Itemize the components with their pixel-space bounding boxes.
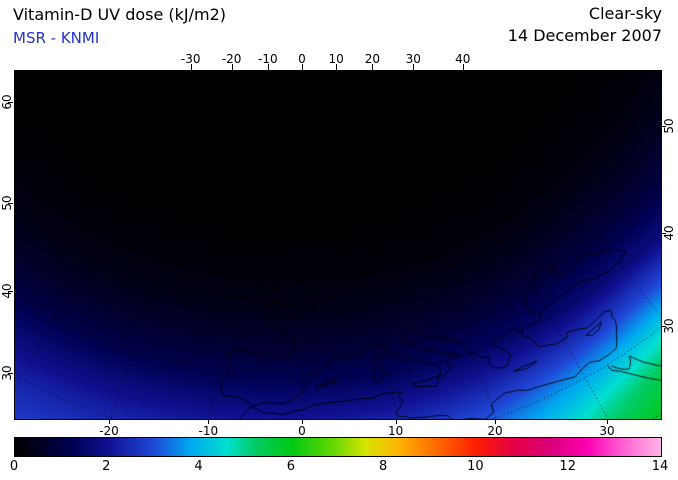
lon-tick-mark-bottom xyxy=(302,419,303,424)
lon-tick-label-bottom: 30 xyxy=(599,424,615,438)
colorbar-tick-label: 12 xyxy=(559,459,576,474)
figure-title: Vitamin-D UV dose (kJ/m2) xyxy=(13,5,227,24)
lon-tick-mark-top xyxy=(231,64,233,70)
lat-tick-mark-right xyxy=(661,326,666,328)
lon-tick-mark-bottom xyxy=(109,419,111,424)
lat-tick-mark-left xyxy=(8,290,13,292)
colorbar-tick-label: 10 xyxy=(467,459,484,474)
lon-tick-mark-bottom xyxy=(208,419,210,424)
lon-tick-mark-top xyxy=(372,64,374,70)
colorbar-tick-label: 8 xyxy=(379,459,388,474)
lat-tick-mark-left xyxy=(8,102,13,104)
lon-tick-mark-top xyxy=(413,64,415,70)
lon-tick-mark-top xyxy=(302,64,303,70)
lon-tick-label-bottom: -10 xyxy=(198,424,219,438)
lat-tick-mark-right xyxy=(661,233,666,235)
lon-tick-label-bottom: 0 xyxy=(298,424,306,438)
lon-tick-mark-top xyxy=(462,64,464,70)
colorbar-tick-label: 2 xyxy=(102,459,111,474)
colorbar-gradient-canvas xyxy=(15,438,661,456)
lon-tick-label-top: 40 xyxy=(455,52,471,66)
colorbar xyxy=(14,437,662,457)
lon-tick-mark-bottom xyxy=(607,419,608,424)
lon-tick-label-top: 0 xyxy=(298,52,306,66)
lon-tick-label-top: 30 xyxy=(405,52,421,66)
lon-tick-label-top: -10 xyxy=(258,52,278,66)
lon-tick-label-bottom: -20 xyxy=(99,424,119,438)
lon-tick-mark-top xyxy=(190,64,192,70)
map-frame xyxy=(14,70,662,420)
lon-tick-label-top: -20 xyxy=(221,52,242,66)
colorbar-tick-label: 0 xyxy=(9,459,19,474)
date-label: 14 December 2007 xyxy=(507,26,662,45)
lat-tick-mark-right xyxy=(661,125,666,127)
lat-tick-mark-left xyxy=(8,373,13,375)
lon-tick-mark-bottom xyxy=(395,419,397,424)
lat-tick-mark-left xyxy=(8,202,13,204)
lon-tick-label-top: 20 xyxy=(364,52,381,66)
lon-tick-label-bottom: 10 xyxy=(388,424,404,438)
colorbar-tick-label: 14 xyxy=(651,459,669,474)
colorbar-tick-label: 6 xyxy=(286,459,295,474)
colorbar-tick-label: 4 xyxy=(194,459,203,474)
lon-tick-label-top: -30 xyxy=(180,52,201,66)
sky-condition-label: Clear-sky xyxy=(588,4,662,23)
lon-tick-mark-bottom xyxy=(494,419,496,424)
source-label: MSR - KNMI xyxy=(13,29,100,47)
lon-tick-mark-top xyxy=(267,64,269,70)
lon-tick-label-bottom: 20 xyxy=(487,424,503,438)
uv-dose-heatmap-canvas xyxy=(15,71,661,419)
lon-tick-label-top: 10 xyxy=(328,52,344,66)
lon-tick-mark-top xyxy=(336,64,338,70)
